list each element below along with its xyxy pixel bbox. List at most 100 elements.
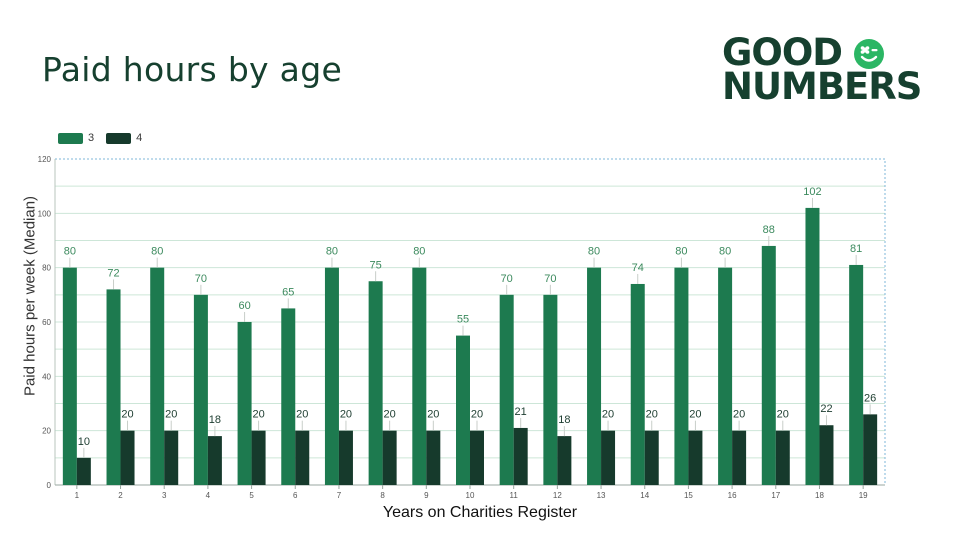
x-tick-label: 7 <box>337 491 342 500</box>
data-label-series-4: 10 <box>78 436 90 448</box>
bar-series-4 <box>426 430 441 485</box>
bar-series-3 <box>805 207 820 485</box>
bar-series-4 <box>557 436 572 485</box>
x-tick-label: 12 <box>553 491 562 500</box>
data-label-series-3: 80 <box>588 246 600 258</box>
data-label-series-3: 102 <box>803 186 821 198</box>
bar-series-4 <box>164 430 179 485</box>
bar-series-4 <box>382 430 397 485</box>
bar-series-4 <box>470 430 484 485</box>
x-tick-label: 1 <box>75 491 80 500</box>
bar-series-4 <box>120 430 135 485</box>
legend-item-series-4: 4 <box>106 132 142 144</box>
x-axis-title: Years on Charities Register <box>382 504 578 521</box>
bar-series-3 <box>630 283 645 485</box>
data-label-series-3: 70 <box>501 273 513 285</box>
y-tick-label: 100 <box>38 209 52 218</box>
bar-series-3 <box>543 294 558 485</box>
data-label-series-3: 80 <box>413 246 425 258</box>
x-tick-label: 2 <box>118 491 123 500</box>
data-label-series-4: 18 <box>558 414 570 426</box>
legend-label-series-4: 4 <box>136 132 143 144</box>
data-label-series-3: 74 <box>632 262 644 274</box>
bar-series-3 <box>456 335 470 485</box>
data-label-series-4: 20 <box>471 409 483 421</box>
logo-line-2: NUMBERS <box>722 65 922 108</box>
data-label-series-3: 60 <box>238 300 250 312</box>
bar-series-3 <box>499 294 514 485</box>
bar-series-3 <box>193 294 208 485</box>
data-label-series-4: 20 <box>121 409 133 421</box>
legend-label-series-3: 3 <box>88 132 95 144</box>
page-title: Paid hours by age <box>42 50 343 89</box>
data-label-series-4: 20 <box>252 409 264 421</box>
data-label-series-3: 81 <box>850 243 862 255</box>
data-label-series-3: 55 <box>457 314 469 326</box>
bar-series-4 <box>863 414 878 485</box>
x-tick-label: 13 <box>597 491 606 500</box>
bar-series-4 <box>76 457 91 485</box>
x-tick-label: 16 <box>728 491 737 500</box>
bar-series-4 <box>207 436 222 485</box>
bar-series-3 <box>761 245 776 485</box>
data-label-series-3: 70 <box>195 273 207 285</box>
data-label-series-4: 20 <box>733 409 745 421</box>
bar-series-3 <box>412 267 427 485</box>
legend-swatch-series-3 <box>58 132 83 144</box>
bar-series-3 <box>150 267 165 485</box>
bar-series-3 <box>849 264 864 485</box>
bar-series-3 <box>674 267 689 485</box>
data-label-series-4: 20 <box>165 409 177 421</box>
bar-series-4 <box>644 430 659 485</box>
y-tick-label: 60 <box>42 318 51 327</box>
data-label-series-3: 65 <box>282 286 294 298</box>
data-label-series-4: 18 <box>209 414 221 426</box>
data-label-series-4: 20 <box>602 409 614 421</box>
x-tick-label: 10 <box>466 491 475 500</box>
y-tick-label: 0 <box>47 481 52 490</box>
x-tick-label: 3 <box>162 491 167 500</box>
y-tick-label: 80 <box>42 264 51 273</box>
x-tick-label: 8 <box>380 491 385 500</box>
bar-series-4 <box>338 430 353 485</box>
x-tick-label: 9 <box>424 491 429 500</box>
bar-series-4 <box>775 430 790 485</box>
data-label-series-4: 20 <box>296 409 308 421</box>
x-tick-label: 11 <box>510 491 519 500</box>
legend-swatch-series-4 <box>106 132 132 144</box>
data-label-series-3: 72 <box>107 267 119 279</box>
bar-series-3 <box>587 267 602 485</box>
data-label-series-3: 70 <box>544 273 556 285</box>
bar-series-4 <box>295 430 310 485</box>
bar-series-4 <box>732 430 747 485</box>
data-label-series-3: 88 <box>763 224 775 236</box>
logo-line-1: GOOD <box>722 31 843 74</box>
data-label-series-4: 20 <box>689 409 701 421</box>
y-axis-title: Paid hours per week (Median) <box>21 195 39 397</box>
chart-legend: 3 4 <box>58 132 154 144</box>
data-label-series-4: 20 <box>777 409 789 421</box>
bar-series-4 <box>513 427 528 485</box>
bar-series-4 <box>819 425 834 485</box>
y-tick-label: 40 <box>42 372 51 381</box>
data-label-series-3: 80 <box>326 246 338 258</box>
x-tick-label: 15 <box>684 491 693 500</box>
x-tick-label: 4 <box>206 491 211 500</box>
x-tick-label: 5 <box>249 491 254 500</box>
data-label-series-4: 22 <box>820 403 832 415</box>
data-label-series-4: 26 <box>864 392 876 404</box>
x-tick-label: 6 <box>293 491 298 500</box>
legend-item-series-3: 3 <box>58 132 94 144</box>
data-label-series-4: 20 <box>646 409 658 421</box>
data-label-series-3: 80 <box>151 246 163 258</box>
bar-series-3 <box>718 267 733 485</box>
x-tick-label: 19 <box>859 491 868 500</box>
data-label-series-3: 80 <box>675 246 687 258</box>
bar-series-3 <box>106 289 121 485</box>
bar-series-4 <box>688 430 703 485</box>
data-label-series-4: 20 <box>384 409 396 421</box>
bar-series-3 <box>368 281 383 485</box>
data-label-series-4: 20 <box>427 409 439 421</box>
bar-series-3 <box>62 267 77 485</box>
